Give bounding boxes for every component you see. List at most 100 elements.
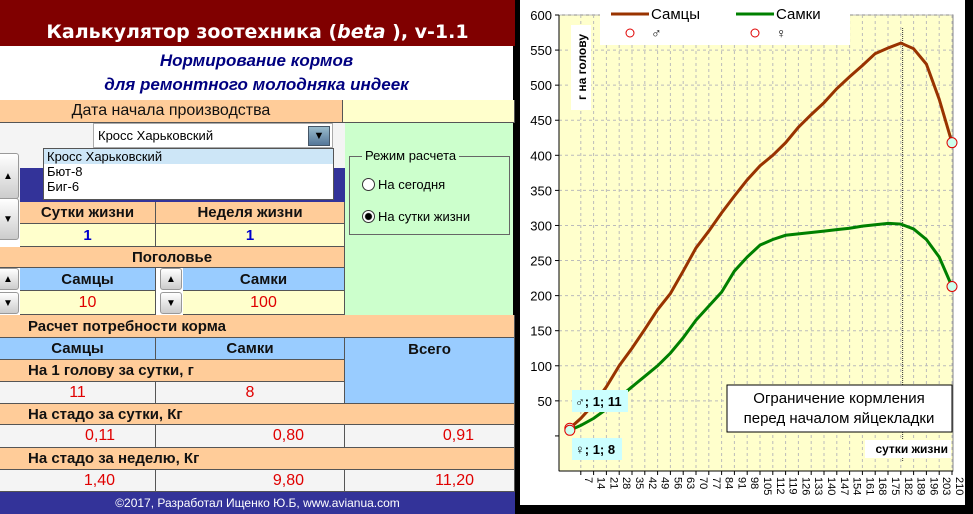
day-down-button[interactable]: ▼ — [0, 198, 19, 240]
radio-label: На сутки жизни — [378, 209, 471, 224]
females-down-button[interactable]: ▼ — [160, 292, 182, 314]
radio-today[interactable]: На сегодня — [362, 177, 445, 192]
male-point-label: ♂; 1; 11 — [575, 394, 622, 409]
x-label-box — [865, 440, 951, 458]
legend-marker — [750, 28, 760, 38]
series-marker — [946, 280, 958, 292]
x-tick-label: 161 — [863, 477, 875, 495]
per-day-total: 0,91 — [345, 425, 515, 448]
arrow-down-icon: ▼ — [3, 213, 13, 225]
radio-label: На сегодня — [378, 177, 446, 192]
y-tick-label: 600 — [530, 8, 552, 23]
week-value[interactable]: 1 — [156, 224, 345, 247]
x-tick-label: 119 — [787, 477, 799, 495]
males-down-button[interactable]: ▼ — [0, 292, 19, 314]
males-up-button[interactable]: ▲ — [0, 268, 19, 290]
y-tick-label: 500 — [530, 78, 552, 93]
x-tick-label: 105 — [761, 477, 773, 495]
header-bar: Калькулятор зоотехника (beta ), v-1.1 — [0, 0, 515, 46]
x-tick-label: 63 — [684, 477, 696, 489]
per-week-females: 9,80 — [156, 470, 345, 492]
y-tick-label: 100 — [530, 359, 552, 374]
series-marker — [564, 424, 576, 436]
herd-males-value[interactable]: 10 — [20, 291, 156, 315]
y-tick-label: 300 — [530, 218, 552, 233]
feed-females-label: Самки — [156, 338, 345, 360]
feed-total-label: Всего — [345, 338, 515, 404]
series-marker — [946, 137, 958, 149]
y-tick-label: 550 — [530, 43, 552, 58]
calculator-panel: Калькулятор зоотехника (beta ), v-1.1 Но… — [0, 0, 515, 514]
cross-option[interactable]: Кросс Харьковский — [44, 149, 333, 164]
app-title: Калькулятор зоотехника (beta ), v-1.1 — [46, 21, 469, 43]
series-line-females — [569, 221, 954, 432]
y-tick-label: 150 — [530, 324, 552, 339]
per-day-label: На стадо за сутки, Кг — [0, 404, 515, 425]
annotation-text: перед началом яйцекладки — [744, 410, 935, 427]
radio-unchecked-icon — [362, 178, 375, 191]
radio-day-of-life[interactable]: На сутки жизни — [362, 209, 470, 224]
dropdown-arrow-button[interactable]: ▼ — [308, 126, 330, 146]
per-day-males: 0,11 — [0, 425, 156, 448]
cross-combobox[interactable]: Кросс Харьковский ▼ — [93, 123, 333, 148]
x-axis-label: сутки жизни — [875, 442, 948, 456]
x-tick-label: 189 — [915, 477, 927, 495]
cross-option[interactable]: Бют-8 — [47, 164, 83, 179]
day-up-button[interactable]: ▲ — [0, 153, 19, 199]
feed-label: Расчет потребности корма — [0, 315, 515, 338]
footer: ©2017, Разработал Ищенко Ю.Б, www.avianu… — [0, 492, 515, 514]
per-head-label: На 1 голову за сутки, г — [0, 360, 345, 382]
per-head-females: 8 — [156, 382, 345, 404]
x-tick-label: 70 — [697, 477, 709, 489]
herd-males-label: Самцы — [20, 268, 156, 291]
day-value[interactable]: 1 — [20, 224, 156, 247]
x-tick-label: 126 — [799, 477, 811, 495]
x-tick-label: 28 — [620, 477, 632, 489]
x-tick-label: 147 — [838, 477, 850, 495]
radio-checked-icon — [362, 210, 375, 223]
legend-box — [600, 0, 850, 45]
annotation-box — [726, 384, 953, 433]
x-tick-label: 98 — [748, 477, 760, 489]
y-axis-label: г на голову — [575, 34, 589, 100]
x-tick-label: 154 — [851, 477, 863, 495]
per-week-males: 1,40 — [0, 470, 156, 492]
legend-marker-label: ♀ — [776, 25, 787, 41]
subtitle-line-1: Нормирование кормов — [159, 51, 354, 70]
start-date-value[interactable] — [343, 100, 515, 123]
x-tick-label: 140 — [825, 477, 837, 495]
x-tick-label: 91 — [735, 477, 747, 489]
mode-groupbox: Режим расчета На сегодня На сутки жизни — [349, 148, 510, 235]
cross-dropdown-list: Кросс Харьковский Бют-8 Биг-6 — [43, 148, 334, 200]
x-tick-label: 84 — [723, 477, 735, 489]
series-line-males — [568, 41, 954, 430]
arrow-up-icon: ▲ — [166, 273, 176, 285]
herd-label: Поголовье — [0, 247, 345, 268]
y-tick-label: 350 — [530, 183, 552, 198]
x-tick-label: 196 — [927, 477, 939, 495]
per-week-total: 11,20 — [345, 470, 515, 492]
x-tick-label: 42 — [646, 477, 658, 489]
legend-marker-label: ♂ — [651, 25, 662, 41]
y-tick-label: 50 — [538, 394, 552, 409]
herd-females-value[interactable]: 100 — [183, 291, 345, 315]
cross-option[interactable]: Биг-6 — [47, 179, 80, 194]
per-week-label: На стадо за неделю, Кг — [0, 448, 515, 470]
y-tick-label: 250 — [530, 254, 552, 269]
arrow-up-icon: ▲ — [3, 273, 13, 285]
per-head-males: 11 — [0, 382, 156, 404]
legend-label: Самки — [776, 6, 821, 23]
x-tick-label: 56 — [671, 477, 683, 489]
female-point-label-box — [572, 438, 622, 460]
x-tick-label: 203 — [940, 477, 952, 495]
y-tick-label: 400 — [530, 148, 552, 163]
females-up-button[interactable]: ▲ — [160, 268, 182, 290]
x-tick-label: 175 — [889, 477, 901, 495]
arrow-down-icon: ▼ — [3, 297, 13, 309]
y-tick-label: 450 — [530, 113, 552, 128]
male-point-label-box — [572, 390, 628, 412]
subtitle: Нормирование кормов для ремонтного молод… — [0, 46, 515, 100]
arrow-up-icon: ▲ — [3, 170, 13, 182]
arrow-down-icon: ▼ — [166, 297, 176, 309]
herd-females-label: Самки — [183, 268, 345, 291]
